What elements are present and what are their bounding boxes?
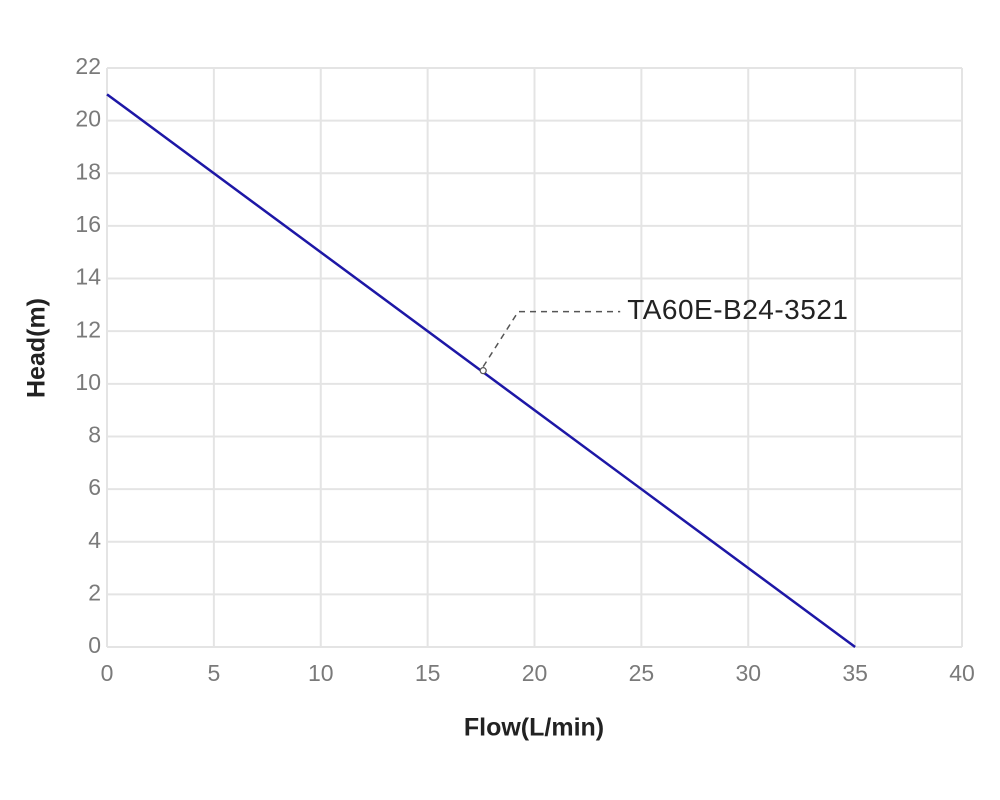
y-tick-label: 2 (88, 579, 101, 605)
x-tick-label: 10 (308, 660, 334, 686)
y-axis-title: Head(m) (23, 298, 51, 398)
y-tick-label: 10 (75, 369, 101, 395)
x-tick-label: 15 (415, 660, 441, 686)
x-tick-label: 5 (207, 660, 220, 686)
y-tick-label: 0 (88, 632, 101, 658)
y-tick-label: 18 (75, 158, 101, 184)
y-tick-label: 8 (88, 422, 101, 448)
annotation-point (479, 367, 487, 375)
y-tick-label: 4 (88, 527, 101, 553)
x-axis-title: Flow(L/min) (464, 714, 604, 742)
y-tick-label: 16 (75, 211, 101, 237)
x-tick-label: 40 (949, 660, 975, 686)
x-tick-label: 35 (842, 660, 868, 686)
y-tick-label: 6 (88, 474, 101, 500)
x-tick-label: 0 (101, 660, 114, 686)
x-tick-label: 25 (629, 660, 655, 686)
y-tick-label: 12 (75, 316, 101, 342)
annotation-leader (482, 310, 621, 368)
x-tick-label: 20 (522, 660, 548, 686)
annotation-text: TA60E-B24-3521 (627, 294, 848, 325)
y-tick-label: 22 (75, 53, 101, 79)
y-tick-label: 20 (75, 106, 101, 132)
x-tick-label: 30 (735, 660, 761, 686)
y-tick-label: 14 (75, 264, 101, 290)
